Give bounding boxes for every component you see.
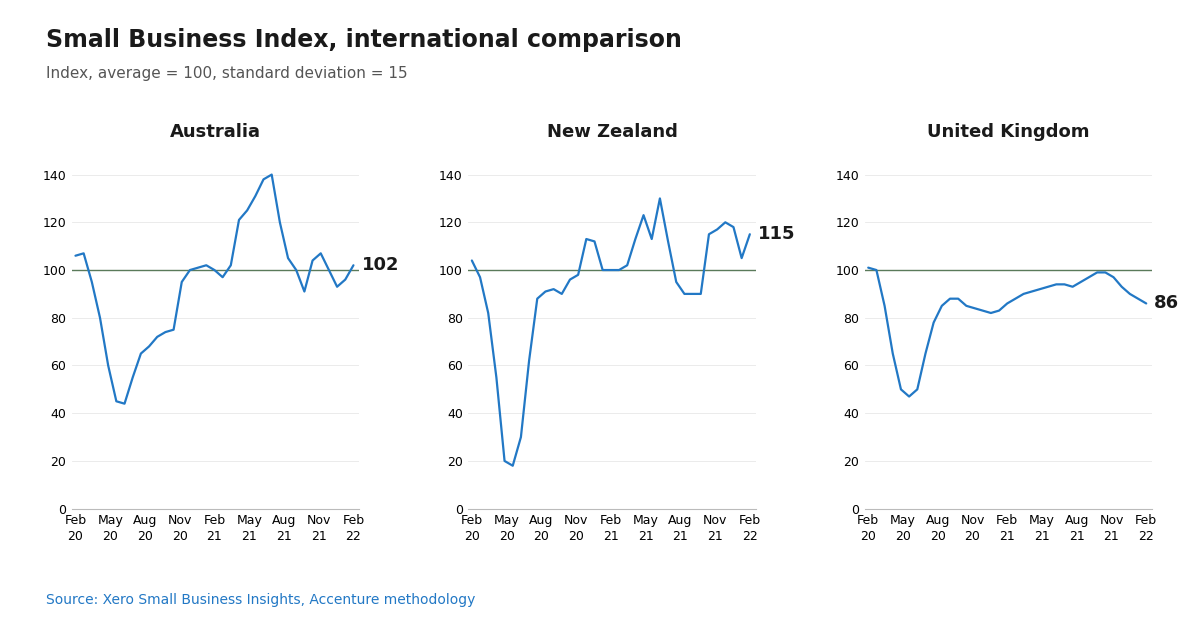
Text: Source: Xero Small Business Insights, Accenture methodology: Source: Xero Small Business Insights, Ac… <box>46 593 475 607</box>
Text: 115: 115 <box>758 225 796 243</box>
Title: Australia: Australia <box>170 123 262 141</box>
Text: Small Business Index, international comparison: Small Business Index, international comp… <box>46 28 682 52</box>
Title: New Zealand: New Zealand <box>546 123 678 141</box>
Text: 102: 102 <box>361 256 400 274</box>
Text: 86: 86 <box>1154 295 1180 313</box>
Text: Index, average = 100, standard deviation = 15: Index, average = 100, standard deviation… <box>46 66 407 81</box>
Title: United Kingdom: United Kingdom <box>928 123 1090 141</box>
